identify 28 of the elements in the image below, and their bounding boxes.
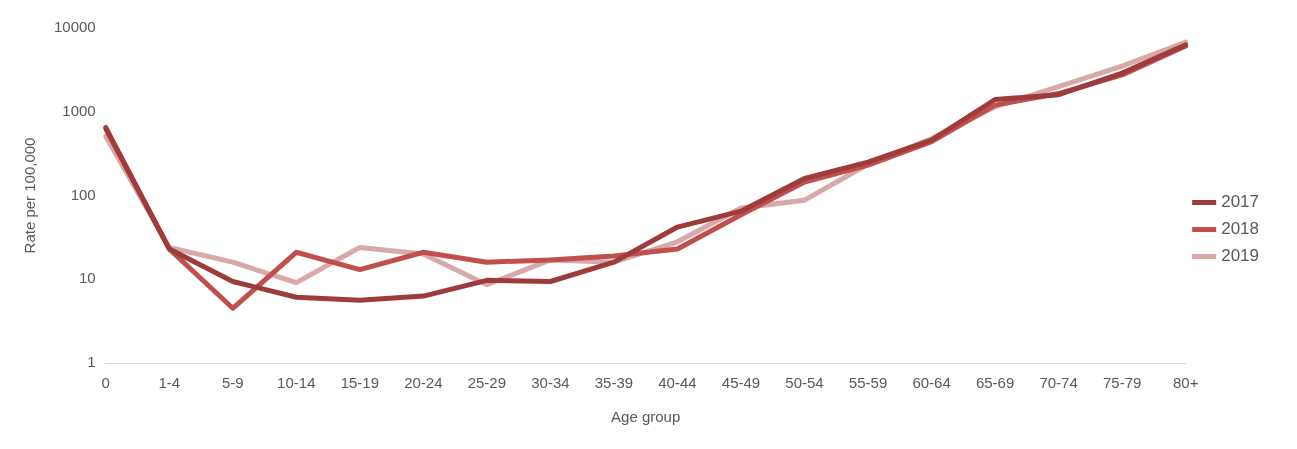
x-tick-label: 45-49 xyxy=(721,374,761,392)
x-tick-label: 35-39 xyxy=(594,374,634,392)
x-tick-label: 15-19 xyxy=(340,374,380,392)
y-tick-label: 100 xyxy=(70,185,96,203)
x-tick-label: 20-24 xyxy=(404,374,443,392)
x-tick-label: 55-59 xyxy=(848,374,888,392)
x-tick-label: 30-34 xyxy=(531,374,570,392)
x-tick-label: 0 xyxy=(101,374,110,392)
x-tick-label: 50-54 xyxy=(785,374,824,392)
legend-label: 2019 xyxy=(1221,246,1260,266)
x-axis-title: Age group xyxy=(611,408,681,426)
legend-label: 2018 xyxy=(1221,219,1260,239)
x-tick-label: 70-74 xyxy=(1039,374,1078,392)
legend-label: 2017 xyxy=(1221,192,1260,212)
x-tick-label: 80+ xyxy=(1172,374,1199,392)
y-tick-label: 1 xyxy=(87,353,96,371)
x-tick-label: 75-79 xyxy=(1102,374,1142,392)
x-tick-label: 10-14 xyxy=(277,374,316,392)
y-tick-label: 1000 xyxy=(62,101,96,119)
x-tick-label: 40-44 xyxy=(658,374,697,392)
y-tick-label: 10000 xyxy=(53,18,96,36)
x-tick-label: 1-4 xyxy=(158,374,181,392)
x-tick-label: 65-69 xyxy=(975,374,1015,392)
y-tick-label: 10 xyxy=(79,269,96,287)
x-tick-label: 25-29 xyxy=(467,374,507,392)
y-axis-title: Rate per 100,000 xyxy=(21,137,39,254)
x-tick-label: 60-64 xyxy=(912,374,951,392)
x-tick-label: 5-9 xyxy=(221,374,244,392)
